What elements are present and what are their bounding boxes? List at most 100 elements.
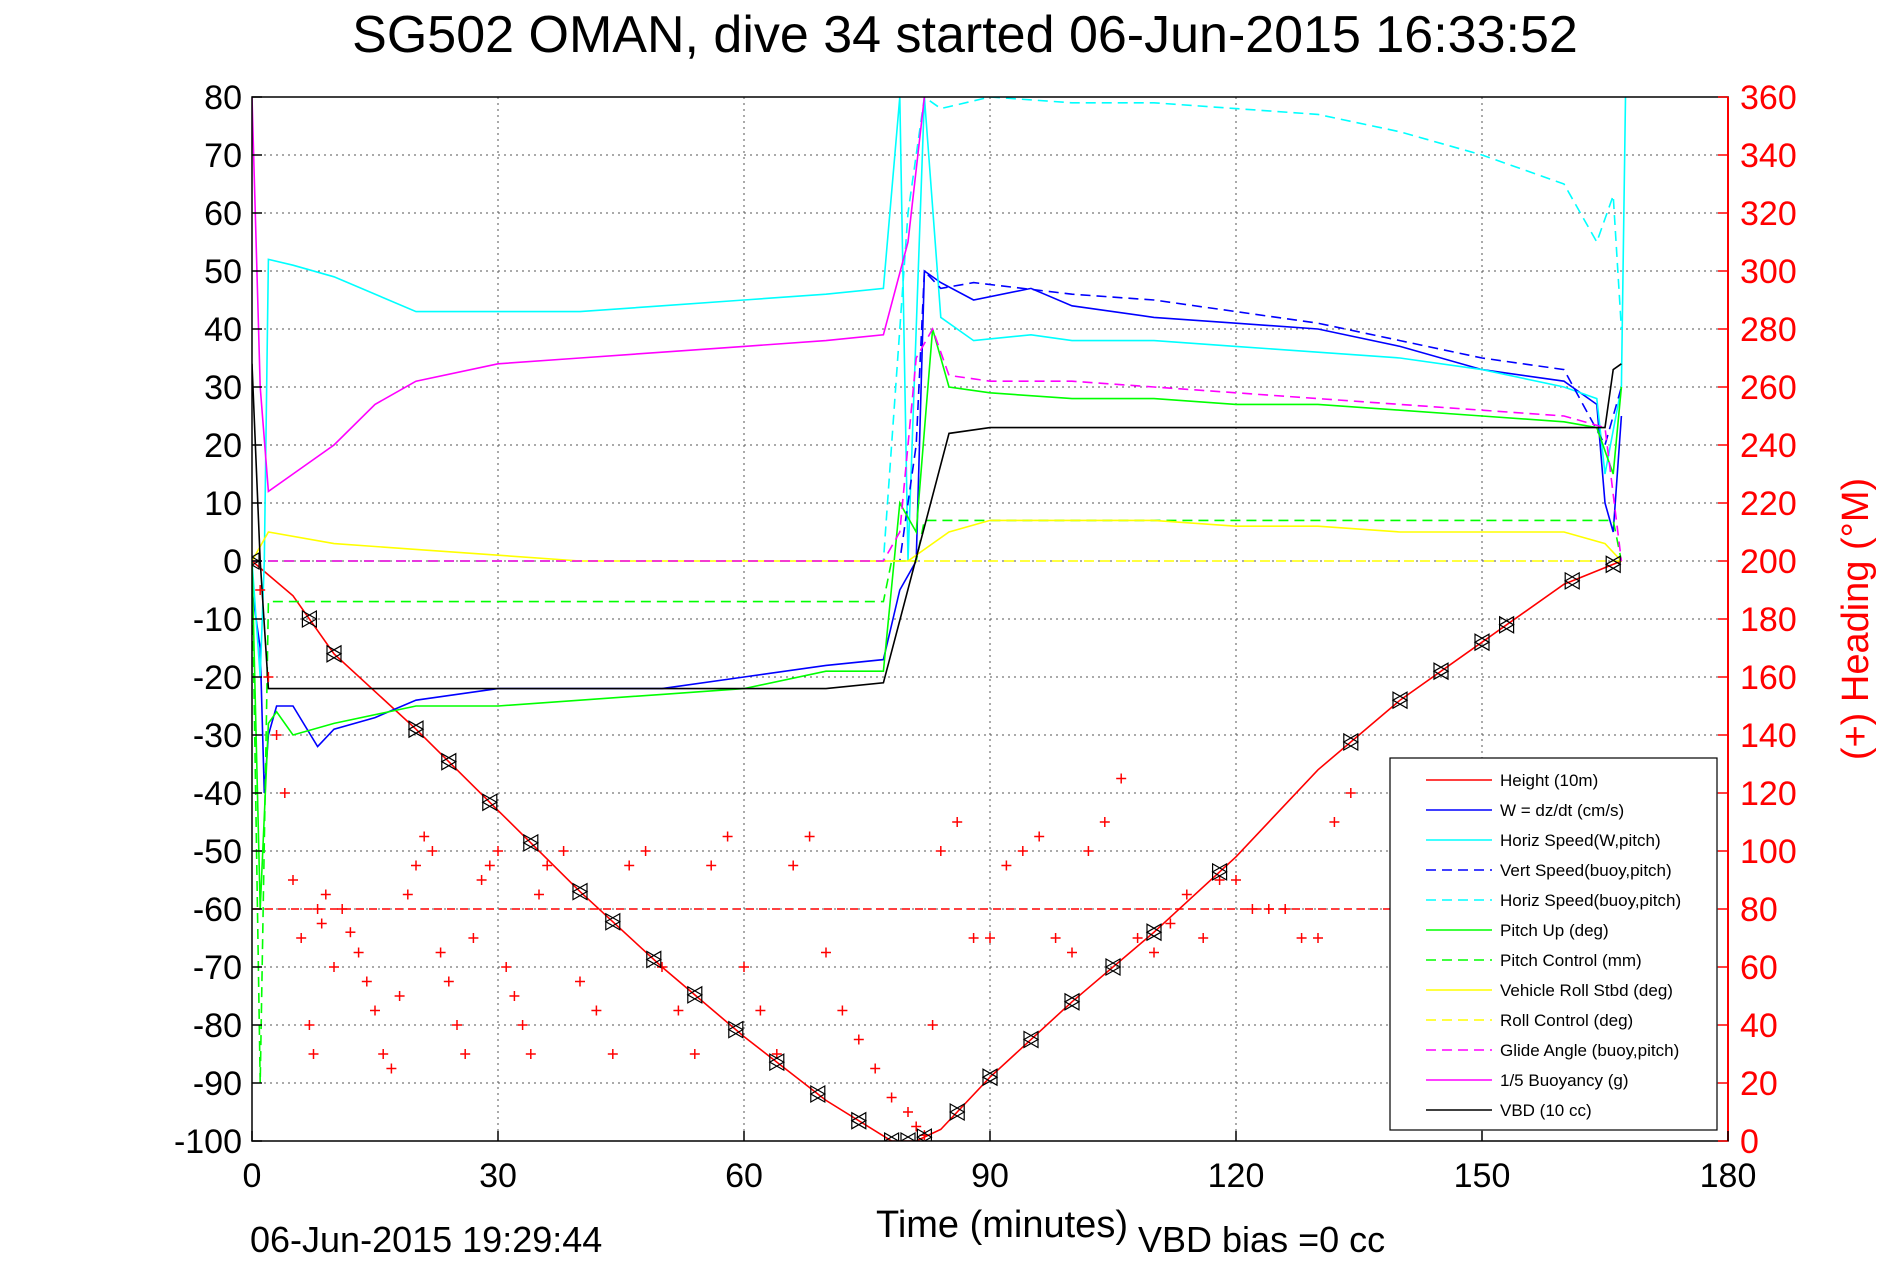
legend-entry-4: Horiz Speed(buoy,pitch) [1500, 891, 1681, 910]
heading-point [935, 846, 946, 856]
heading-point [468, 933, 479, 943]
heading-point [419, 831, 430, 842]
legend: Height (10m) W = dz/dt (cm/s) Horiz Speed(… [1389, 757, 1718, 1131]
right-tick-label: 300 [1740, 253, 1797, 291]
legend-entry-1: W = dz/dt (cm/s) [1500, 801, 1624, 820]
heading-point [370, 1005, 380, 1016]
heading-point [435, 947, 446, 958]
y-tick-label: 30 [204, 369, 242, 407]
heading-point [1116, 773, 1127, 784]
heading-point [607, 1049, 618, 1059]
y-tick-label: 70 [204, 137, 242, 175]
height-marker [686, 985, 704, 1004]
heading-point [853, 1034, 864, 1045]
heading-point [1050, 933, 1061, 943]
heading-point [558, 846, 569, 856]
right-tick-label: 100 [1740, 833, 1797, 871]
x-axis: 0 30 60 90 120 150 180 [243, 1131, 1757, 1195]
heading-point [386, 1063, 397, 1074]
markers-layer [252, 551, 1622, 1141]
heading-point [329, 962, 339, 972]
heading-point [296, 933, 307, 943]
x-tick-label: 150 [1454, 1157, 1511, 1195]
y-tick-label: -30 [193, 717, 242, 755]
heading-point [427, 846, 438, 856]
y-tick-label: 80 [204, 79, 242, 117]
heading-point [886, 1092, 897, 1103]
series-line-7 [252, 519, 1622, 562]
right-axis: 3603403203002802602402202001801601401201… [1718, 79, 1797, 1161]
heading-point [968, 933, 979, 943]
legend-entry-3: Vert Speed(buoy,pitch) [1500, 861, 1672, 880]
heading-point [308, 1049, 319, 1059]
right-tick-label: 340 [1740, 137, 1797, 175]
height-marker [440, 752, 458, 771]
right-tick-label: 280 [1740, 311, 1797, 349]
heading-point [501, 962, 512, 972]
legend-box [1389, 757, 1718, 1131]
heading-point [345, 927, 356, 938]
height-marker [1391, 691, 1409, 710]
y-tick-label: -40 [193, 775, 242, 813]
heading-point [542, 860, 553, 871]
legend-entry-8: Roll Control (deg) [1500, 1011, 1633, 1030]
heading-point [460, 1049, 471, 1059]
height-marker [1432, 662, 1450, 681]
heading-point [1296, 933, 1307, 943]
x-tick-label: 30 [479, 1157, 517, 1195]
height-marker [768, 1053, 786, 1072]
y-tick-label: -20 [193, 659, 242, 697]
heading-point [316, 918, 327, 929]
height-marker [407, 720, 425, 739]
heading-point [911, 1121, 922, 1132]
heading-point [706, 860, 717, 871]
left-axis: 80 70 60 50 40 30 20 10 0 -10 -20 -30 -40 -50 -60 -70 -8… [174, 79, 262, 1161]
height-marker [571, 882, 589, 901]
footer-timestamp: 06-Jun-2015 19:29:44 [250, 1219, 602, 1260]
series-line-5 [252, 328, 1623, 910]
heading-point [1149, 947, 1159, 958]
heading-point [1001, 860, 1012, 871]
heading-point [821, 947, 831, 958]
heading-point [1198, 933, 1209, 943]
heading-point [1247, 904, 1258, 914]
legend-entry-5: Pitch Up (deg) [1500, 921, 1609, 940]
height-marker [1022, 1030, 1040, 1049]
heading-point [476, 875, 487, 885]
heading-point [1231, 875, 1241, 885]
chart-title: SG502 OMAN, dive 34 started 06-Jun-2015 … [352, 6, 1578, 64]
y-tick-label: 40 [204, 311, 242, 349]
heading-point [657, 962, 667, 972]
x-tick-label: 120 [1208, 1157, 1265, 1195]
height-marker [883, 1131, 900, 1141]
heading-point [534, 889, 544, 900]
footer-vbd-bias: VBD bias =0 cc [1138, 1219, 1385, 1260]
heading-point [640, 846, 651, 856]
heading-point [927, 1020, 938, 1030]
height-marker [301, 609, 318, 629]
legend-entry-0: Height (10m) [1500, 771, 1598, 790]
legend-entry-11: VBD (10 cc) [1500, 1101, 1592, 1120]
x-tick-label: 180 [1700, 1157, 1757, 1195]
heading-point [1181, 889, 1192, 900]
heading-point [411, 860, 421, 871]
height-marker [899, 1131, 917, 1141]
right-tick-label: 320 [1740, 195, 1797, 233]
height-marker [727, 1020, 745, 1039]
heading-point [320, 889, 331, 900]
heading-point [755, 1005, 766, 1016]
heading-point [304, 1020, 315, 1030]
heading-point [1083, 846, 1094, 856]
heading-point [1263, 904, 1274, 914]
legend-entry-2: Horiz Speed(W,pitch) [1500, 831, 1661, 850]
height-marker [645, 950, 663, 969]
heading-point [517, 1020, 528, 1030]
y-tick-label: 0 [223, 543, 242, 581]
height-marker [1473, 633, 1491, 652]
right-tick-label: 40 [1740, 1007, 1778, 1045]
heading-point [402, 889, 413, 900]
height-marker [481, 793, 499, 812]
height-marker [1498, 615, 1515, 634]
right-tick-label: 140 [1740, 717, 1797, 755]
